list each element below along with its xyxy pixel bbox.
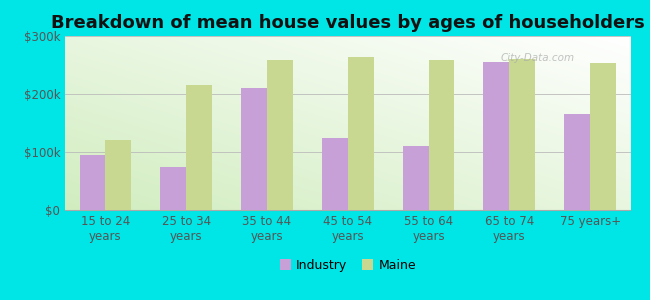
Bar [590, 63, 616, 210]
Bar [161, 167, 186, 210]
Bar [348, 58, 374, 210]
Text: City-Data.com: City-Data.com [500, 53, 575, 63]
Bar [241, 88, 267, 210]
Title: Breakdown of mean house values by ages of householders: Breakdown of mean house values by ages o… [51, 14, 645, 32]
Bar [105, 140, 131, 210]
Bar [79, 155, 105, 210]
Bar [564, 114, 590, 210]
Bar [484, 62, 510, 210]
Bar [322, 137, 348, 210]
Bar [267, 60, 292, 210]
Bar [428, 60, 454, 210]
Legend: Industry, Maine: Industry, Maine [274, 254, 421, 277]
Bar [510, 59, 535, 210]
Bar [186, 85, 212, 210]
Bar [403, 146, 428, 210]
